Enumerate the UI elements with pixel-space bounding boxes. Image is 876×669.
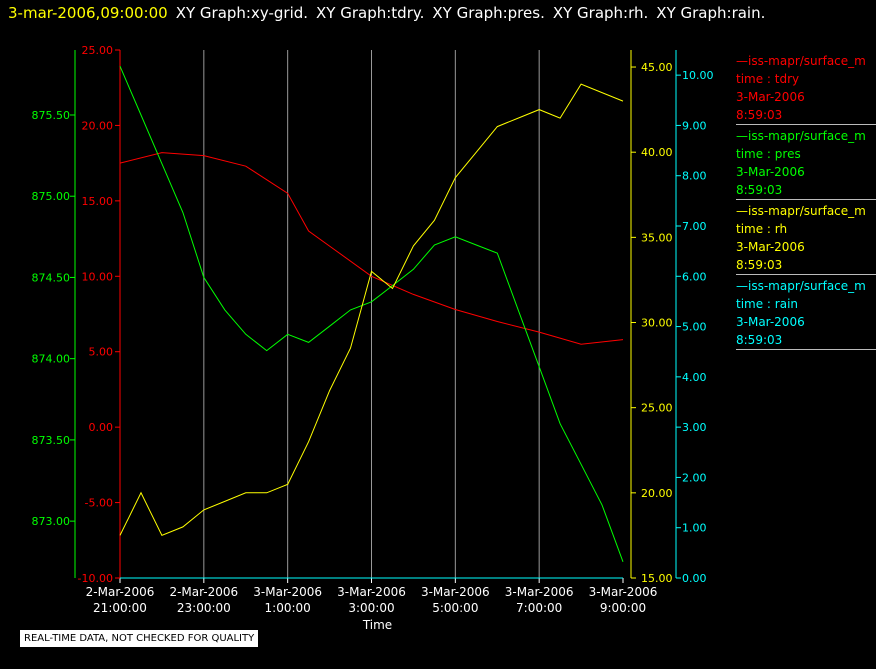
rh-tick-label: 40.00: [641, 146, 673, 159]
x-tick-label-time: 21:00:00: [93, 601, 147, 615]
x-tick-label-time: 9:00:00: [600, 601, 646, 615]
x-tick-label-date: 2-Mar-2006: [86, 585, 155, 599]
x-tick-label-time: 3:00:00: [348, 601, 394, 615]
x-tick-label-time: 7:00:00: [516, 601, 562, 615]
pres-tick-label: 874.00: [32, 353, 71, 366]
rain-tick-label: 10.00: [682, 69, 714, 82]
x-tick-label-date: 3-Mar-2006: [337, 585, 406, 599]
legend-date: 3-Mar-2006: [736, 90, 805, 104]
x-tick-label-date: 3-Mar-2006: [253, 585, 322, 599]
rh-tick-label: 45.00: [641, 61, 673, 74]
rh-tick-label: 20.00: [641, 487, 673, 500]
pres-tick-label: 873.00: [32, 515, 71, 528]
legend-date: 3-Mar-2006: [736, 165, 805, 179]
legend: —iss-mapr/surface_m time : tdry 3-Mar-20…: [736, 50, 876, 350]
pres-tick-label: 874.50: [32, 271, 71, 284]
graph-title-pres: XY Graph:pres.: [432, 4, 545, 22]
x-tick-label-time: 5:00:00: [432, 601, 478, 615]
x-tick-label-date: 2-Mar-2006: [169, 585, 238, 599]
x-tick-label-time: 23:00:00: [177, 601, 231, 615]
rain-tick-label: 9.00: [682, 119, 707, 132]
legend-variable: time : rain: [736, 297, 799, 311]
rain-tick-label: 7.00: [682, 220, 707, 233]
graph-title-tdry: XY Graph:tdry.: [316, 4, 425, 22]
rain-tick-label: 8.00: [682, 170, 707, 183]
pres-tick-label: 875.50: [32, 109, 71, 122]
series-tdry-line: [119, 152, 624, 345]
series-pres-line: [119, 66, 624, 562]
legend-series-name: —iss-mapr/surface_m: [736, 129, 866, 143]
legend-entry-rain[interactable]: —iss-mapr/surface_m time : rain 3-Mar-20…: [736, 275, 876, 350]
x-tick-label-time: 1:00:00: [265, 601, 311, 615]
legend-date: 3-Mar-2006: [736, 315, 805, 329]
pres-tick-label: 875.00: [32, 190, 71, 203]
rh-tick-label: 30.00: [641, 317, 673, 330]
legend-time: 8:59:03: [736, 183, 783, 197]
tdry-tick-label: 20.00: [82, 119, 114, 132]
tdry-tick-label: 10.00: [82, 270, 114, 283]
quality-notice: REAL-TIME DATA, NOT CHECKED FOR QUALITY: [20, 630, 259, 647]
tdry-tick-label: 15.00: [82, 195, 114, 208]
legend-variable: time : pres: [736, 147, 801, 161]
rain-tick-label: 0.00: [682, 572, 707, 585]
graph-title-rain: XY Graph:rain.: [656, 4, 766, 22]
tdry-tick-label: 25.00: [82, 44, 114, 57]
rh-tick-label: 35.00: [641, 231, 673, 244]
pres-tick-label: 873.50: [32, 434, 71, 447]
legend-date: 3-Mar-2006: [736, 240, 805, 254]
tdry-tick-label: -5.00: [85, 497, 113, 510]
graph-title-rh: XY Graph:rh.: [552, 4, 649, 22]
rain-tick-label: 4.00: [682, 371, 707, 384]
legend-entry-tdry[interactable]: —iss-mapr/surface_m time : tdry 3-Mar-20…: [736, 50, 876, 125]
x-tick-label-date: 3-Mar-2006: [505, 585, 574, 599]
rh-tick-label: 15.00: [641, 572, 673, 585]
legend-time: 8:59:03: [736, 258, 783, 272]
tdry-tick-label: 5.00: [89, 346, 114, 359]
title-bar: 3-mar-2006,09:00:00 XY Graph:xy-grid. XY G…: [8, 4, 765, 22]
legend-series-name: —iss-mapr/surface_m: [736, 204, 866, 218]
rain-tick-label: 1.00: [682, 522, 707, 535]
x-tick-label-date: 3-Mar-2006: [421, 585, 490, 599]
legend-time: 8:59:03: [736, 333, 783, 347]
rain-tick-label: 3.00: [682, 421, 707, 434]
graph-title-xy-grid: XY Graph:xy-grid.: [175, 4, 309, 22]
tdry-tick-label: -10.00: [78, 572, 113, 585]
legend-series-name: —iss-mapr/surface_m: [736, 54, 866, 68]
legend-entry-rh[interactable]: —iss-mapr/surface_m time : rh 3-Mar-2006…: [736, 200, 876, 275]
tdry-tick-label: 0.00: [89, 421, 114, 434]
rain-tick-label: 6.00: [682, 270, 707, 283]
series-rh-line: [119, 83, 624, 537]
legend-variable: time : tdry: [736, 72, 800, 86]
legend-time: 8:59:03: [736, 108, 783, 122]
x-tick-label-date: 3-Mar-2006: [589, 585, 658, 599]
timestamp: 3-mar-2006,09:00:00: [8, 4, 168, 22]
rain-tick-label: 5.00: [682, 321, 707, 334]
rain-tick-label: 2.00: [682, 471, 707, 484]
rh-tick-label: 25.00: [641, 402, 673, 415]
legend-entry-pres[interactable]: —iss-mapr/surface_m time : pres 3-Mar-20…: [736, 125, 876, 200]
legend-variable: time : rh: [736, 222, 788, 236]
x-axis-label: Time: [362, 618, 392, 632]
legend-series-name: —iss-mapr/surface_m: [736, 279, 866, 293]
